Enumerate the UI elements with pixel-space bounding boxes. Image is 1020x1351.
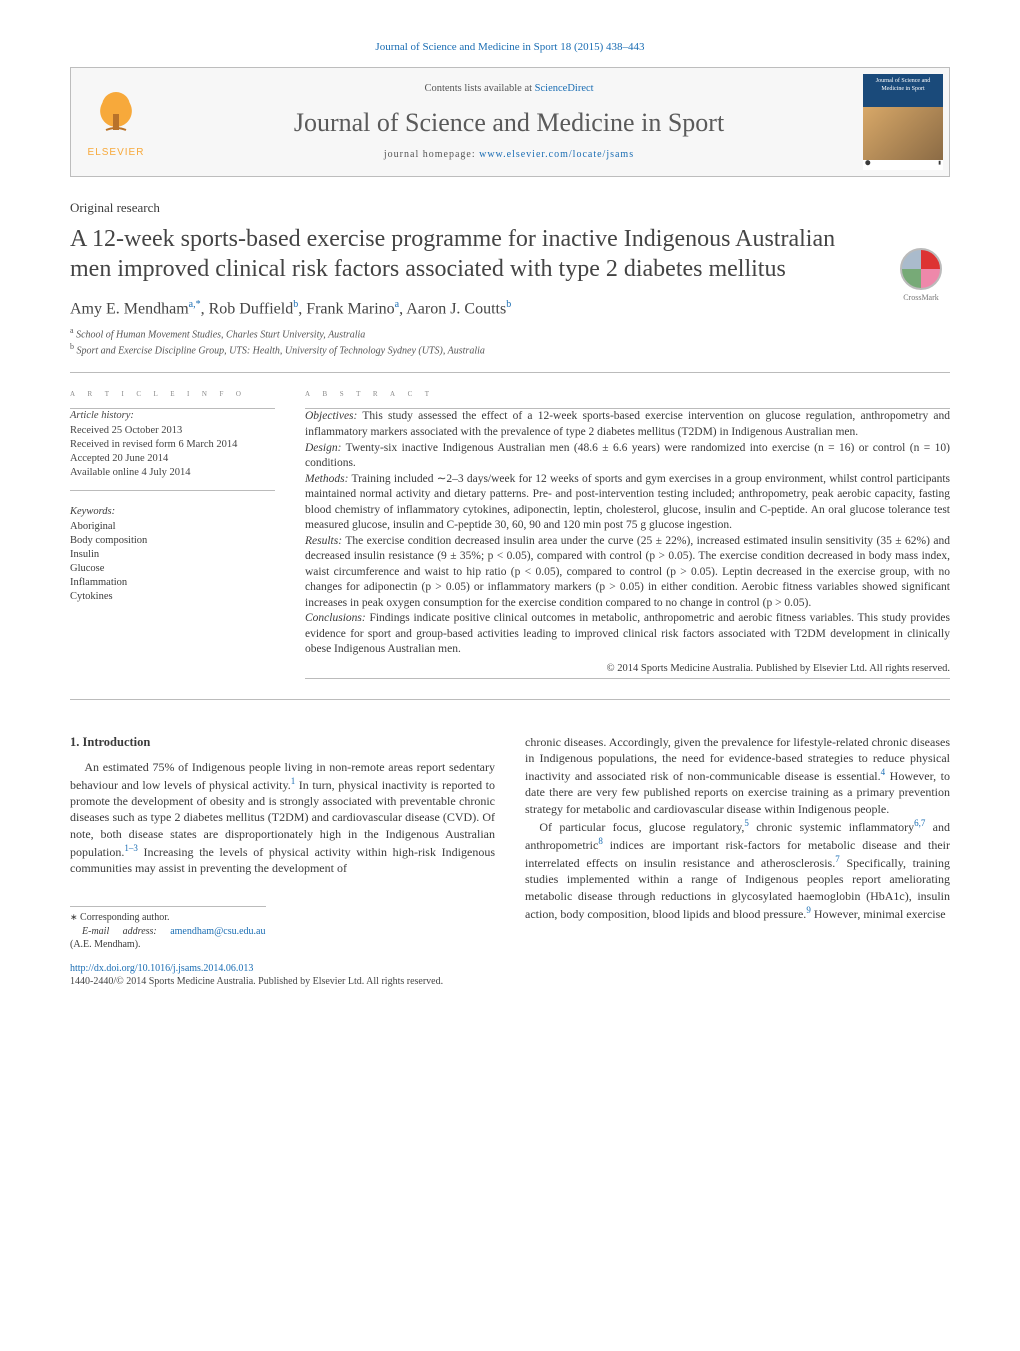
doi-line: http://dx.doi.org/10.1016/j.jsams.2014.0… xyxy=(70,962,950,976)
history-revised: Received in revised form 6 March 2014 xyxy=(70,438,275,452)
author-1: Amy E. Mendham xyxy=(70,301,189,318)
elsevier-tree-icon xyxy=(86,84,146,144)
elsevier-wordmark: ELSEVIER xyxy=(88,146,145,160)
ref-1-3[interactable]: 1–3 xyxy=(124,843,138,853)
abs-methods-label: Methods: xyxy=(305,473,348,485)
keyword-2: Body composition xyxy=(70,534,275,548)
elsevier-logo: ELSEVIER xyxy=(71,68,161,176)
abs-design-label: Design: xyxy=(305,442,341,454)
journal-header-banner: ELSEVIER Contents lists available at Sci… xyxy=(70,67,950,177)
body-col-left: 1. Introduction An estimated 75% of Indi… xyxy=(70,734,495,952)
journal-homepage-line: journal homepage: www.elsevier.com/locat… xyxy=(161,148,857,162)
journal-citation-line: Journal of Science and Medicine in Sport… xyxy=(70,40,950,55)
abstract-head: A B S T R A C T xyxy=(305,387,950,401)
intro-p3b: chronic systemic inflammatory xyxy=(749,820,914,834)
intro-p2: chronic diseases. Accordingly, given the… xyxy=(525,734,950,817)
email-who: (A.E. Mendham). xyxy=(70,939,141,950)
history-online: Available online 4 July 2014 xyxy=(70,466,275,480)
ref-1[interactable]: 1 xyxy=(291,776,296,786)
abs-methods: Training included ∼2–3 days/week for 12 … xyxy=(305,473,950,532)
divider-top xyxy=(70,372,950,373)
crossmark-label: CrossMark xyxy=(903,293,939,302)
author-1-corr: * xyxy=(196,299,201,310)
cover-title: Journal of Science and Medicine in Sport xyxy=(863,74,943,108)
affiliation-a: a School of Human Movement Studies, Char… xyxy=(70,326,950,342)
keyword-6: Cytokines xyxy=(70,590,275,604)
author-1-aff: a, xyxy=(189,299,196,310)
keywords-rule xyxy=(70,490,275,491)
email-link[interactable]: amendham@csu.edu.au xyxy=(170,926,265,937)
affiliation-a-text: School of Human Movement Studies, Charle… xyxy=(76,330,365,341)
abstract-copyright: © 2014 Sports Medicine Australia. Publis… xyxy=(305,662,950,676)
header-center: Contents lists available at ScienceDirec… xyxy=(161,68,857,176)
journal-cover-thumbnail: Journal of Science and Medicine in Sport… xyxy=(863,74,943,170)
abstract-body: Objectives: This study assessed the effe… xyxy=(305,409,950,657)
intro-p3a: Of particular focus, glucose regulatory, xyxy=(539,820,744,834)
intro-p3: Of particular focus, glucose regulatory,… xyxy=(525,817,950,922)
affiliation-b-text: Sport and Exercise Discipline Group, UTS… xyxy=(77,345,485,356)
abs-conclusions-label: Conclusions: xyxy=(305,612,366,624)
cover-image xyxy=(863,107,943,159)
intro-p1: An estimated 75% of Indigenous people li… xyxy=(70,759,495,876)
abs-results-label: Results: xyxy=(305,535,342,547)
intro-p3f: However, minimal exercise xyxy=(811,907,946,921)
abs-design: Twenty-six inactive Indigenous Australia… xyxy=(305,442,950,470)
cover-footer: ⬤▮ xyxy=(863,160,943,170)
issn-copyright-line: 1440-2440/© 2014 Sports Medicine Austral… xyxy=(70,975,950,989)
keyword-1: Aboriginal xyxy=(70,520,275,534)
authors-line: Amy E. Mendhama,*, Rob Duffieldb, Frank … xyxy=(70,298,950,320)
article-info-head: A R T I C L E I N F O xyxy=(70,387,275,401)
author-3-aff: a xyxy=(395,299,399,310)
article-history: Article history: Received 25 October 201… xyxy=(70,409,275,480)
abs-objectives: This study assessed the effect of a 12-w… xyxy=(305,410,950,438)
doi-link[interactable]: http://dx.doi.org/10.1016/j.jsams.2014.0… xyxy=(70,963,253,974)
history-label: Article history: xyxy=(70,409,275,423)
article-title: A 12-week sports-based exercise programm… xyxy=(70,224,850,284)
homepage-prefix: journal homepage: xyxy=(384,149,479,160)
article-info-column: A R T I C L E I N F O Article history: R… xyxy=(70,387,275,679)
affiliations: a School of Human Movement Studies, Char… xyxy=(70,326,950,358)
history-accepted: Accepted 20 June 2014 xyxy=(70,452,275,466)
body-col-right: chronic diseases. Accordingly, given the… xyxy=(525,734,950,952)
crossmark-badge[interactable]: CrossMark xyxy=(892,248,950,304)
keyword-5: Inflammation xyxy=(70,576,275,590)
author-3: Frank Marino xyxy=(306,301,394,318)
email-line: E-mail address: amendham@csu.edu.au (A.E… xyxy=(70,925,266,952)
corresponding-author: ∗ Corresponding author. xyxy=(70,911,266,925)
abs-conclusions: Findings indicate positive clinical outc… xyxy=(305,612,950,655)
keyword-4: Glucose xyxy=(70,562,275,576)
author-4: Aaron J. Coutts xyxy=(406,301,506,318)
keywords-list: Aboriginal Body composition Insulin Gluc… xyxy=(70,520,275,605)
intro-heading: 1. Introduction xyxy=(70,734,495,751)
sciencedirect-link[interactable]: ScienceDirect xyxy=(535,83,594,94)
body-columns: 1. Introduction An estimated 75% of Indi… xyxy=(70,734,950,952)
homepage-link[interactable]: www.elsevier.com/locate/jsams xyxy=(479,149,634,160)
abstract-bottom-rule xyxy=(305,678,950,679)
corr-label: Corresponding author. xyxy=(80,912,169,923)
contents-lists-line: Contents lists available at ScienceDirec… xyxy=(161,82,857,96)
ref-6-7[interactable]: 6,7 xyxy=(914,818,925,828)
history-received: Received 25 October 2013 xyxy=(70,424,275,438)
author-4-aff: b xyxy=(506,299,511,310)
abs-objectives-label: Objectives: xyxy=(305,410,357,422)
crossmark-icon xyxy=(900,248,942,290)
divider-body xyxy=(70,699,950,700)
affiliation-b: b Sport and Exercise Discipline Group, U… xyxy=(70,342,950,358)
keyword-3: Insulin xyxy=(70,548,275,562)
abstract-column: A B S T R A C T Objectives: This study a… xyxy=(305,387,950,679)
contents-prefix: Contents lists available at xyxy=(424,83,534,94)
abs-results: The exercise condition decreased insulin… xyxy=(305,535,950,609)
email-label: E-mail address: xyxy=(82,926,157,937)
article-type: Original research xyxy=(70,199,950,217)
author-2: Rob Duffield xyxy=(209,301,294,318)
journal-title: Journal of Science and Medicine in Sport xyxy=(161,105,857,140)
footnotes: ∗ Corresponding author. E-mail address: … xyxy=(70,906,266,952)
author-2-aff: b xyxy=(293,299,298,310)
keywords-label: Keywords: xyxy=(70,505,275,519)
